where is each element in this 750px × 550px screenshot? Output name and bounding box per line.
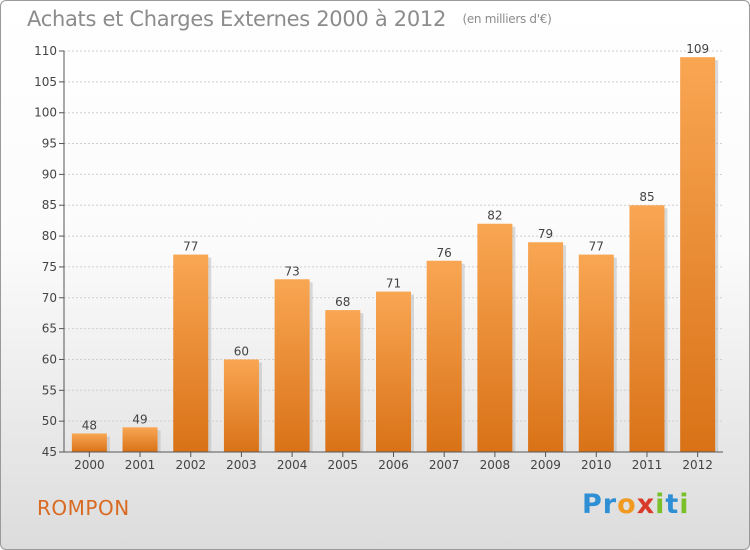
logo-letter: r (602, 489, 618, 520)
data-label: 73 (284, 264, 299, 278)
data-label: 71 (386, 277, 401, 291)
commune-name: ROMPON (37, 496, 130, 520)
y-tick-label: 75 (42, 260, 57, 274)
data-label: 85 (639, 190, 654, 204)
y-tick-label: 105 (34, 75, 57, 89)
y-tick-label: 100 (34, 106, 57, 120)
bar[interactable] (325, 310, 361, 452)
x-tick-label: 2008 (480, 458, 511, 472)
x-tick-label: 2007 (429, 458, 460, 472)
data-label: 82 (487, 209, 502, 223)
bar[interactable] (274, 279, 310, 452)
bar[interactable] (223, 359, 259, 452)
bar[interactable] (426, 260, 462, 452)
y-tick-label: 50 (42, 414, 57, 428)
data-label: 48 (82, 418, 97, 432)
chart-unit: (en milliers d'€) (462, 12, 552, 26)
y-tick-label: 110 (34, 44, 57, 58)
chart-title-text: Achats et Charges Externes 2000 à 2012 (27, 7, 447, 31)
data-label: 77 (183, 240, 198, 254)
proxiti-logo[interactable]: Proxiti (582, 489, 690, 520)
x-tick-label: 2012 (682, 458, 713, 472)
bars: 48 49 77 60 73 68 71 76 82 79 77 85 109 (71, 42, 719, 453)
bar[interactable] (376, 291, 411, 452)
y-axis: 45 50 55 60 65 70 75 80 85 90 95 100 105 110 (34, 44, 65, 459)
logo-letter: i (679, 489, 690, 520)
y-tick-label: 95 (42, 137, 57, 151)
logo-letter: t (665, 489, 680, 520)
y-tick-label: 55 (42, 383, 57, 397)
logo-letter: o (617, 489, 637, 520)
x-tick-label: 2004 (277, 458, 308, 472)
x-tick-label: 2009 (530, 458, 561, 472)
data-label: 49 (132, 412, 147, 426)
bar[interactable] (629, 205, 665, 452)
data-label: 79 (538, 227, 553, 241)
y-tick-label: 85 (42, 198, 57, 212)
data-label: 77 (589, 240, 604, 254)
chart-title: Achats et Charges Externes 2000 à 2012 (… (27, 7, 552, 31)
y-tick-label: 65 (42, 322, 57, 336)
y-tick-label: 80 (42, 229, 57, 243)
x-tick-label: 2001 (125, 458, 156, 472)
logo-letter: P (582, 489, 603, 520)
logo-letter: i (655, 489, 666, 520)
data-label: 76 (437, 246, 452, 260)
logo-letter: x (636, 489, 656, 520)
bar[interactable] (528, 242, 564, 452)
y-tick-label: 60 (42, 352, 57, 366)
data-label: 68 (335, 295, 350, 309)
data-label: 60 (234, 344, 249, 358)
x-axis: 2000 2001 2002 2003 2004 2005 2006 2007 2008 2009… (64, 451, 723, 472)
bar[interactable] (680, 57, 716, 453)
bar[interactable] (477, 223, 513, 452)
x-tick-label: 2000 (74, 458, 105, 472)
x-tick-label: 2005 (328, 458, 359, 472)
data-label: 109 (686, 42, 709, 56)
bar[interactable] (578, 254, 614, 452)
x-tick-label: 2011 (632, 458, 663, 472)
bar[interactable] (122, 427, 158, 452)
bar[interactable] (71, 433, 107, 452)
y-tick-label: 90 (42, 167, 57, 181)
x-tick-label: 2002 (175, 458, 206, 472)
y-tick-label: 45 (42, 445, 57, 459)
x-tick-label: 2010 (581, 458, 612, 472)
y-tick-label: 70 (42, 291, 57, 305)
x-tick-label: 2003 (226, 458, 257, 472)
bar[interactable] (173, 254, 209, 452)
x-tick-label: 2006 (378, 458, 409, 472)
